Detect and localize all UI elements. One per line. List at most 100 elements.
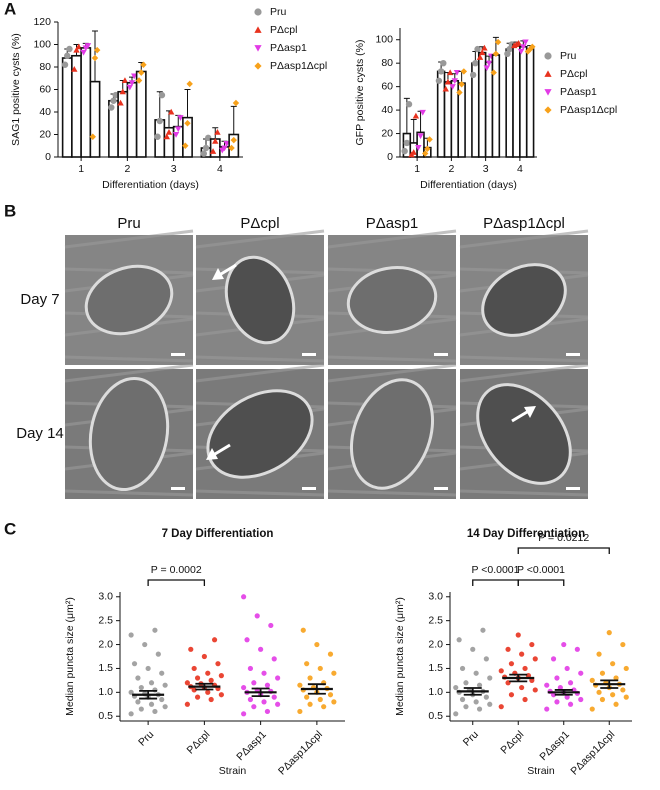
column-header: PΔasp1 [366,215,419,232]
y-tick-label: 1.5 [428,662,443,674]
bar [512,43,521,158]
x-tick-label: PΔasp1 [234,728,269,763]
micrograph-texture [64,229,194,249]
point [247,696,254,703]
point [230,136,237,144]
arrow-head [206,448,218,460]
point [208,677,214,683]
point [424,145,431,152]
y-axis-label: GFP positive cysts (%) [354,40,366,146]
point [254,613,260,619]
point [148,701,155,707]
point [241,711,247,717]
y-axis-label: SAG1 positive cysts (%) [10,33,22,146]
point [508,661,515,667]
point [184,701,190,707]
point [131,73,138,80]
point [172,131,180,138]
y-tick-label: 40 [39,106,51,118]
legend-marker [544,52,552,60]
point [271,656,277,662]
point [331,699,337,705]
point [221,145,228,152]
micrograph-texture [64,363,194,383]
point [251,704,257,710]
point [247,665,254,672]
y-tick-label: 80 [39,61,51,73]
chart-title: 14 Day Differentiation [467,528,585,540]
point [480,627,486,633]
point [182,142,189,149]
y-tick-label: 20 [381,127,393,139]
point [261,670,267,676]
y-tick-label: 1.5 [98,662,113,674]
point [175,126,182,133]
point [201,653,207,660]
point [208,696,214,703]
y-axis-label: Median puncta size (μm²) [394,597,406,716]
point [75,43,82,50]
cyst [481,263,567,337]
point [451,78,458,84]
scale-bar [302,353,316,356]
bar [477,51,487,158]
bar [525,48,535,158]
micrograph-texture [195,363,325,383]
x-tick-label: PΔasp1Δcpl [568,729,617,778]
point [158,91,166,99]
y-tick-label: 100 [33,38,51,50]
point [453,684,459,691]
point [470,646,476,652]
row-label: Day 14 [16,425,64,442]
point [422,150,429,157]
point [275,675,281,681]
point [401,147,408,155]
y-tick-label: 0 [45,151,51,163]
point [476,682,483,688]
point [498,704,504,710]
point [218,673,224,679]
point [321,704,327,710]
point [564,665,570,672]
cyst [224,255,296,345]
point [135,675,141,681]
point [327,692,334,698]
point [494,38,502,46]
bar [484,61,494,158]
cyst [206,389,314,479]
point [71,66,78,72]
point [515,632,521,638]
point [168,108,175,115]
scale-bar [171,353,185,356]
point [307,675,313,681]
point [152,627,158,633]
point [142,641,148,648]
annotation: P = 0.0212 [538,532,589,544]
legend-label: PΔasp1Δcpl [560,104,617,116]
panel-label: C [4,519,16,538]
point [159,670,165,676]
y-tick-label: 2.5 [428,614,443,626]
point [522,696,528,703]
y-tick-label: 120 [33,16,51,28]
point [218,692,224,698]
point [191,665,197,672]
point [268,622,274,629]
point [485,60,493,67]
bar [519,45,528,158]
point [456,89,463,96]
point [589,706,595,712]
point [620,687,626,693]
point [205,134,212,142]
point [264,708,271,715]
point [463,680,469,686]
x-tick-label: PΔasp1 [537,728,572,763]
point [440,59,447,67]
point [156,117,163,125]
point [131,661,138,667]
point [442,85,449,92]
point [194,675,201,681]
point [297,708,303,715]
